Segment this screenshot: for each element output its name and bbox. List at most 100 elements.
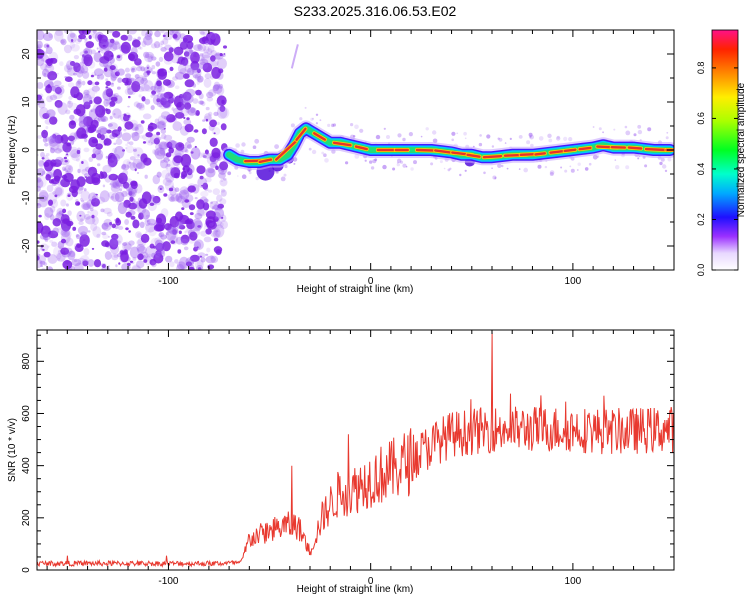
noise-blob: [179, 68, 188, 75]
noise-blob: [213, 204, 219, 211]
noise-speck: [560, 166, 563, 169]
noise-speck: [364, 159, 367, 162]
noise-blob: [196, 80, 200, 85]
noise-speck: [556, 136, 561, 141]
noise-blob: [168, 159, 171, 162]
noise-blob: [78, 120, 87, 128]
noise-blob: [203, 198, 209, 203]
noise-blob: [128, 202, 138, 210]
noise-blob: [80, 218, 84, 222]
noise-blob: [70, 149, 81, 159]
noise-blob: [85, 50, 88, 53]
noise-blob: [205, 118, 208, 122]
noise-blob: [82, 93, 92, 106]
noise-blob: [75, 201, 81, 206]
noise-blob: [207, 153, 210, 156]
noise-blob: [37, 135, 43, 139]
noise-blob: [60, 245, 63, 249]
noise-blob: [220, 180, 224, 182]
noise-blob: [110, 74, 117, 82]
noise-blob: [42, 137, 48, 143]
noise-blob: [97, 163, 101, 167]
noise-blob: [213, 237, 219, 242]
noise-blob: [178, 224, 186, 230]
noise-blob: [150, 237, 160, 249]
ridge-core: [415, 148, 438, 152]
noise-blob: [83, 54, 93, 67]
noise-blob: [78, 116, 87, 124]
noise-blob: [55, 139, 59, 143]
ridge-core: [354, 145, 368, 151]
noise-speck: [544, 165, 548, 169]
noise-blob: [147, 55, 153, 63]
noise-blob: [203, 77, 212, 88]
noise-blob: [190, 228, 201, 237]
noise-blob: [60, 38, 67, 46]
spectrogram-noise: [37, 30, 672, 270]
noise-speck: [662, 164, 667, 169]
noise-blob: [125, 147, 128, 150]
noise-blob: [183, 99, 187, 104]
noise-blob: [127, 162, 136, 169]
noise-blob: [157, 120, 167, 131]
noise-speck: [530, 143, 534, 148]
noise-blob: [186, 136, 195, 143]
noise-speck: [564, 169, 568, 173]
noise-speck: [432, 138, 438, 144]
noise-blob: [68, 166, 72, 171]
noise-blob: [209, 119, 218, 128]
noise-blob: [194, 239, 204, 250]
noise-blob: [165, 230, 177, 241]
noise-blob: [38, 107, 49, 120]
noise-blob: [179, 186, 189, 195]
noise-blob: [199, 53, 204, 57]
noise-blob: [129, 77, 136, 84]
noise-speck: [592, 126, 595, 128]
noise-blob: [49, 214, 55, 221]
noise-blob: [128, 119, 139, 131]
snr-y-axis-label: SNR (10 * v/v): [7, 418, 18, 482]
noise-blob: [202, 152, 212, 159]
noise-blob: [70, 140, 75, 145]
noise-blob: [82, 201, 92, 208]
noise-blob: [102, 41, 112, 51]
noise-blob: [194, 197, 198, 200]
noise-speck: [478, 142, 483, 147]
noise-blob: [217, 203, 224, 209]
noise-blob: [100, 263, 107, 268]
noise-speck: [375, 134, 381, 140]
noise-blob: [168, 147, 174, 154]
noise-blob: [172, 229, 178, 235]
noise-blob: [109, 183, 112, 186]
noise-blob: [168, 227, 179, 235]
noise-blob: [194, 112, 198, 116]
noise-speck: [396, 161, 399, 164]
noise-blob: [191, 66, 202, 79]
noise-blob: [184, 102, 192, 110]
noise-blob: [180, 107, 190, 117]
noise-blob: [64, 230, 72, 239]
noise-blob: [155, 143, 163, 151]
noise-blob: [77, 168, 81, 174]
noise-blob: [83, 147, 90, 153]
noise-speck: [547, 133, 552, 138]
noise-blob: [210, 50, 217, 57]
noise-blob: [67, 210, 72, 216]
noise-blob: [117, 172, 128, 184]
noise-blob: [212, 84, 223, 94]
noise-blob: [163, 51, 174, 62]
noise-blob: [137, 86, 145, 92]
noise-speck: [667, 157, 672, 162]
noise-blob: [76, 149, 81, 155]
noise-speck: [353, 135, 356, 138]
noise-blob: [93, 73, 97, 76]
spectrogram-ridge: [221, 120, 674, 170]
noise-blob: [91, 247, 95, 250]
noise-blob: [103, 98, 110, 107]
noise-blob: [99, 127, 109, 134]
noise-blob: [147, 200, 157, 212]
noise-blob: [146, 64, 150, 69]
noise-blob: [45, 46, 53, 55]
noise-blob: [156, 149, 166, 157]
noise-blob: [88, 170, 93, 176]
